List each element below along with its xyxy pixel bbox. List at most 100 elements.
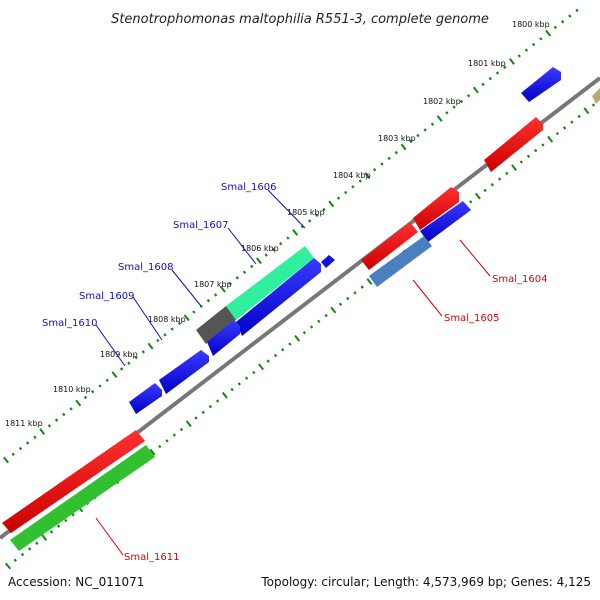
scale-tick: [294, 334, 301, 342]
scale-tick: [39, 428, 46, 435]
scale-tick: [452, 105, 456, 109]
label-smal-1608[interactable]: Smal_1608: [118, 262, 173, 273]
gene-arrow[interactable]: [361, 222, 418, 270]
scale-tick: [69, 407, 73, 411]
scale-label-1806: 1806 kbp: [241, 244, 279, 253]
label-smal-1605[interactable]: Smal_1605: [444, 313, 499, 324]
label-smal-1611[interactable]: Smal_1611: [124, 552, 179, 563]
scale-tick: [28, 547, 32, 551]
scale-tick: [416, 133, 420, 138]
scale-tick: [235, 276, 239, 280]
scale-tick: [577, 114, 581, 119]
gene-smal-1611[interactable]: [10, 445, 155, 551]
scale-tick: [273, 353, 278, 358]
scale-tick: [20, 552, 25, 557]
scale-tick: [353, 291, 357, 295]
scale-tick: [330, 306, 337, 314]
scale-tick: [11, 452, 15, 456]
scale-tick: [541, 143, 545, 147]
scale-tick: [459, 99, 464, 104]
gene-smal-1607[interactable]: [226, 246, 314, 320]
scale-tick: [215, 399, 220, 403]
scale-tick: [436, 115, 443, 122]
scale-tick: [300, 224, 305, 229]
gene-arrow[interactable]: [196, 306, 236, 344]
scale-tick: [324, 313, 328, 318]
label-smal-1607[interactable]: Smal_1607: [173, 220, 228, 231]
scale-tick: [91, 390, 95, 394]
scale-tick: [302, 331, 307, 335]
scale-tick: [509, 58, 515, 65]
scale-tick: [250, 264, 254, 269]
gene-smal-1609[interactable]: [159, 350, 209, 394]
gene-smal-1610[interactable]: [129, 383, 162, 414]
gene-arrow[interactable]: [2, 430, 145, 533]
gene-smal-1604[interactable]: [420, 201, 471, 242]
scale-tick: [547, 135, 554, 143]
scale-tick: [165, 439, 169, 443]
scale-tick: [495, 71, 500, 75]
scale-tick: [517, 54, 521, 58]
scale-tick: [317, 319, 321, 324]
scale-tick: [534, 148, 538, 153]
gene-smal-1608[interactable]: [207, 320, 240, 356]
scale-tick: [346, 296, 350, 301]
gene-smal-1605[interactable]: [369, 236, 432, 287]
scale-tick: [570, 120, 574, 124]
scale-tick: [380, 162, 384, 166]
scale-tick: [526, 154, 531, 158]
scale-tick: [26, 441, 30, 445]
gene-arrow[interactable]: [321, 255, 335, 268]
scale-tick: [105, 378, 109, 382]
scale-tick: [185, 420, 192, 428]
scale-label-1809: 1809 kbp: [100, 350, 138, 359]
scale-tick: [511, 164, 517, 172]
scale-tick: [430, 122, 435, 126]
scale-tick: [201, 410, 205, 415]
gene-arrow[interactable]: [521, 67, 561, 102]
scale-label-1803: 1803 kbp: [378, 134, 416, 143]
label-smal-1606[interactable]: Smal_1606: [221, 182, 276, 193]
label-smal-1610[interactable]: Smal_1610: [42, 318, 97, 329]
scale-tick: [54, 418, 59, 422]
gene-arrow[interactable]: [592, 88, 600, 104]
scale-label-1807: 1807 kbp: [194, 280, 232, 289]
accession-text: Accession: NC_011071: [8, 575, 144, 589]
scale-tick: [531, 42, 536, 47]
scale-tick: [553, 25, 557, 30]
label-smal-1609[interactable]: Smal_1609: [79, 291, 134, 302]
genome-summary-text: Topology: circular; Length: 4,573,969 bp…: [260, 575, 591, 589]
scale-tick: [400, 143, 407, 151]
scale-tick: [474, 192, 481, 200]
leader-smal-1610: [95, 324, 126, 367]
scale-tick: [505, 171, 509, 176]
scale-labels: 1800 kbp 1801 kbp 1802 kbp 1803 kbp 1804…: [5, 20, 550, 428]
scale-tick: [445, 111, 449, 115]
scale-tick: [328, 200, 335, 208]
gene-smal-1606[interactable]: [236, 258, 321, 336]
scale-tick: [372, 168, 377, 172]
scale-label-1810: 1810 kbp: [53, 385, 91, 394]
forward-genes: [129, 67, 600, 414]
leader-lines: [95, 189, 491, 556]
scale-tick: [490, 183, 494, 187]
scale-tick: [13, 558, 17, 562]
upper-scale-ticks: [3, 8, 579, 464]
scale-tick: [562, 126, 567, 130]
scale-tick: [387, 156, 391, 161]
scale-tick: [134, 355, 138, 360]
scale-tick: [242, 270, 247, 274]
scale-tick: [147, 342, 154, 350]
scale-tick: [279, 242, 283, 246]
label-smal-1604[interactable]: Smal_1604: [492, 274, 547, 285]
scale-tick: [315, 213, 319, 217]
scale-tick: [364, 172, 371, 179]
gene-arrow[interactable]: [413, 187, 459, 230]
scale-tick: [545, 29, 552, 37]
scale-label-1804: 1804 kbp: [333, 171, 371, 180]
gene-arrow[interactable]: [484, 117, 543, 172]
scale-tick: [208, 404, 213, 409]
scale-tick: [560, 20, 565, 24]
leader-smal-1606: [267, 189, 306, 229]
